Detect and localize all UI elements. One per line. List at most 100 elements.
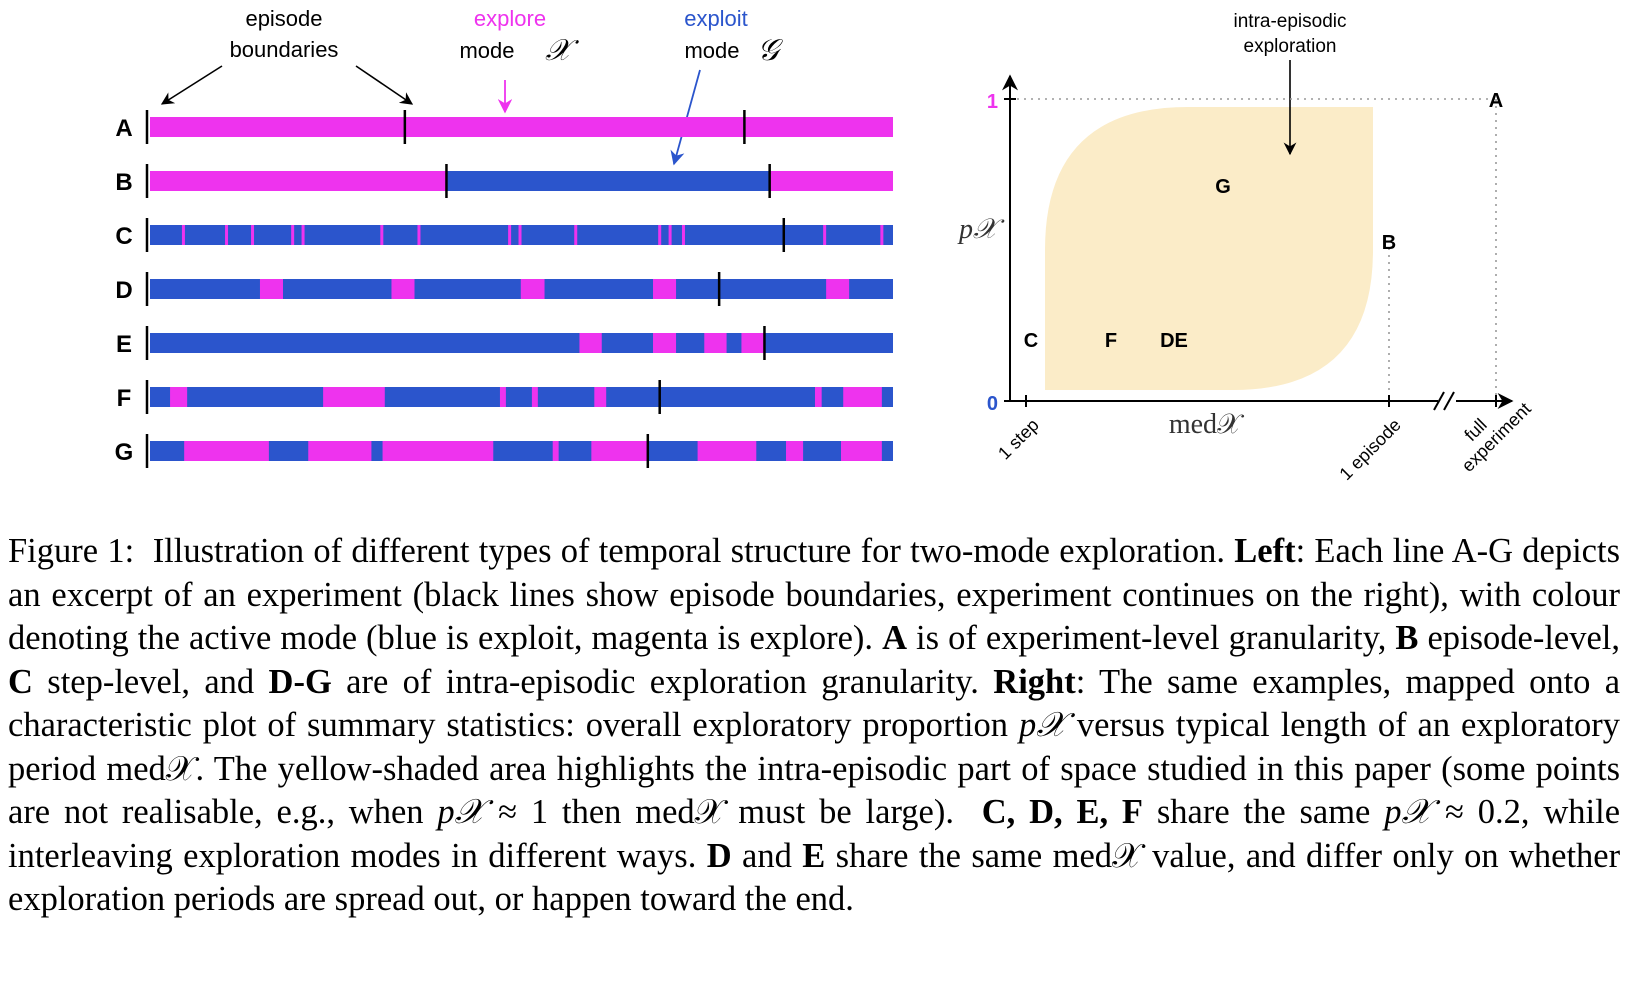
caption-text: Illustration of different types of tempo… (152, 532, 1225, 570)
caption-bold: B (1395, 619, 1419, 657)
y-tick-label-0: 0 (987, 393, 998, 415)
caption-symbol: p𝒳 (437, 793, 485, 831)
row-label-D: D (115, 277, 132, 304)
explore-mode-symbol: 𝒳 (545, 34, 579, 67)
explore-segment (769, 171, 893, 191)
timeline-row-F: F (117, 380, 893, 414)
caption-bold: D-G (268, 662, 332, 701)
timeline-row-D: D (115, 272, 893, 306)
timeline-row-G: G (115, 434, 893, 468)
explore-segment (150, 171, 447, 191)
point-DE: DE (1160, 330, 1188, 352)
caption-bold: C, D, E, F (981, 793, 1144, 831)
row-label-F: F (117, 385, 132, 412)
caption-symbol: med𝒳 (106, 749, 196, 788)
explore-segment (591, 441, 648, 461)
x-tick-label-1-episode: 1 episode (1335, 415, 1404, 484)
explore-step-tick (225, 225, 229, 245)
caption-text: value, and differ only on whether explor… (8, 836, 1621, 919)
point-G: G (1215, 176, 1231, 198)
explore-segment (391, 279, 415, 299)
y-tick-label-1: 1 (987, 91, 998, 113)
timeline-row-A: A (115, 110, 893, 144)
caption-text: versus typical length of an exploratory … (8, 706, 1621, 788)
episode-boundaries-label-line1: episode (245, 6, 322, 31)
explore-step-tick (668, 225, 672, 245)
y-axis-label: p𝒳 (957, 214, 1005, 245)
figure-caption: Figure 1: Illustration of different type… (8, 530, 1620, 922)
point-C: C (1024, 330, 1038, 352)
exploit-segment (150, 387, 893, 407)
caption-symbol: med𝒳 (1052, 836, 1142, 875)
explore-step-tick (417, 225, 421, 245)
caption-text: step-level, and (47, 662, 255, 701)
explore-segment (826, 279, 850, 299)
caption-text: must be large). (738, 793, 954, 831)
explore-step-tick (518, 225, 522, 245)
explore-segment (150, 117, 893, 137)
exploit-segment (446, 171, 770, 191)
explore-segment (552, 441, 559, 461)
caption-text: share the same (835, 836, 1043, 875)
caption-bold: E (802, 836, 826, 875)
point-F: F (1105, 330, 1117, 352)
caption-text: share the same (1156, 793, 1371, 831)
figure-label: Figure 1: (8, 532, 135, 570)
episode-boundary-arrow-left (160, 65, 223, 105)
caption-bold: D (706, 836, 732, 875)
row-label-G: G (115, 439, 134, 466)
explore-segment (308, 441, 372, 461)
explore-segment (840, 441, 882, 461)
explore-segment (184, 441, 269, 461)
episode-boundaries-label-line2: boundaries (230, 37, 339, 62)
exploit-mode-symbol: 𝒢 (757, 34, 783, 67)
row-label-A: A (115, 115, 132, 142)
caption-text: : The same examples, mapped onto a chara… (8, 662, 1621, 745)
characteristic-plot: intra-episodic exploration 1 0 p𝒳 med𝒳 1… (957, 11, 1535, 484)
caption-text: episode-level, (1427, 619, 1621, 657)
x-axis-break-2 (1443, 391, 1455, 411)
explore-segment (786, 441, 804, 461)
explore-step-tick (658, 225, 662, 245)
caption-symbol: p𝒳 (1384, 793, 1432, 831)
explore-segment (170, 387, 188, 407)
explore-step-tick (508, 225, 512, 245)
explore-segment (697, 441, 757, 461)
caption-symbol: med𝒳 (635, 793, 725, 831)
caption-bold: C (8, 662, 33, 701)
x-tick-label-1-step: 1 step (994, 415, 1043, 464)
explore-step-tick (291, 225, 295, 245)
explore-segment (653, 279, 677, 299)
explore-mode-label-line2: mode (459, 38, 514, 63)
explore-segment (704, 333, 727, 353)
point-A: A (1489, 90, 1503, 112)
exploit-mode-label-line2: mode (684, 38, 739, 63)
exploit-mode-label-line1: exploit (684, 6, 748, 31)
explore-segment (259, 279, 283, 299)
explore-segment (499, 387, 506, 407)
timeline-panel: episode boundaries explore mode 𝒳 exploi… (115, 6, 893, 468)
intra-episodic-annotation-line1: intra-episodic (1234, 11, 1347, 32)
explore-step-tick (301, 225, 305, 245)
caption-bold: A (882, 619, 907, 657)
explore-step-tick (380, 225, 384, 245)
explore-step-tick (880, 225, 884, 245)
explore-segment (382, 441, 494, 461)
caption-left-bold: Left (1234, 532, 1296, 570)
row-label-B: B (115, 169, 132, 196)
row-label-E: E (116, 331, 132, 358)
explore-step-tick (574, 225, 578, 245)
explore-segment (741, 333, 765, 353)
explore-segment (520, 279, 545, 299)
explore-segment (843, 387, 882, 407)
explore-step-tick (251, 225, 255, 245)
x-axis-label: med𝒳 (1169, 409, 1245, 440)
caption-text: and (742, 836, 792, 875)
intra-episodic-shaded-area (1045, 107, 1373, 390)
explore-mode-label-line1: explore (474, 6, 546, 31)
caption-text: : Each line A-G depicts an excerpt of an… (8, 532, 1621, 657)
caption-right-bold: Right (993, 662, 1076, 701)
caption-text: . The yellow-shaded area highlights the … (8, 749, 1620, 832)
caption-text: is of experiment-level granularity, (916, 619, 1387, 657)
